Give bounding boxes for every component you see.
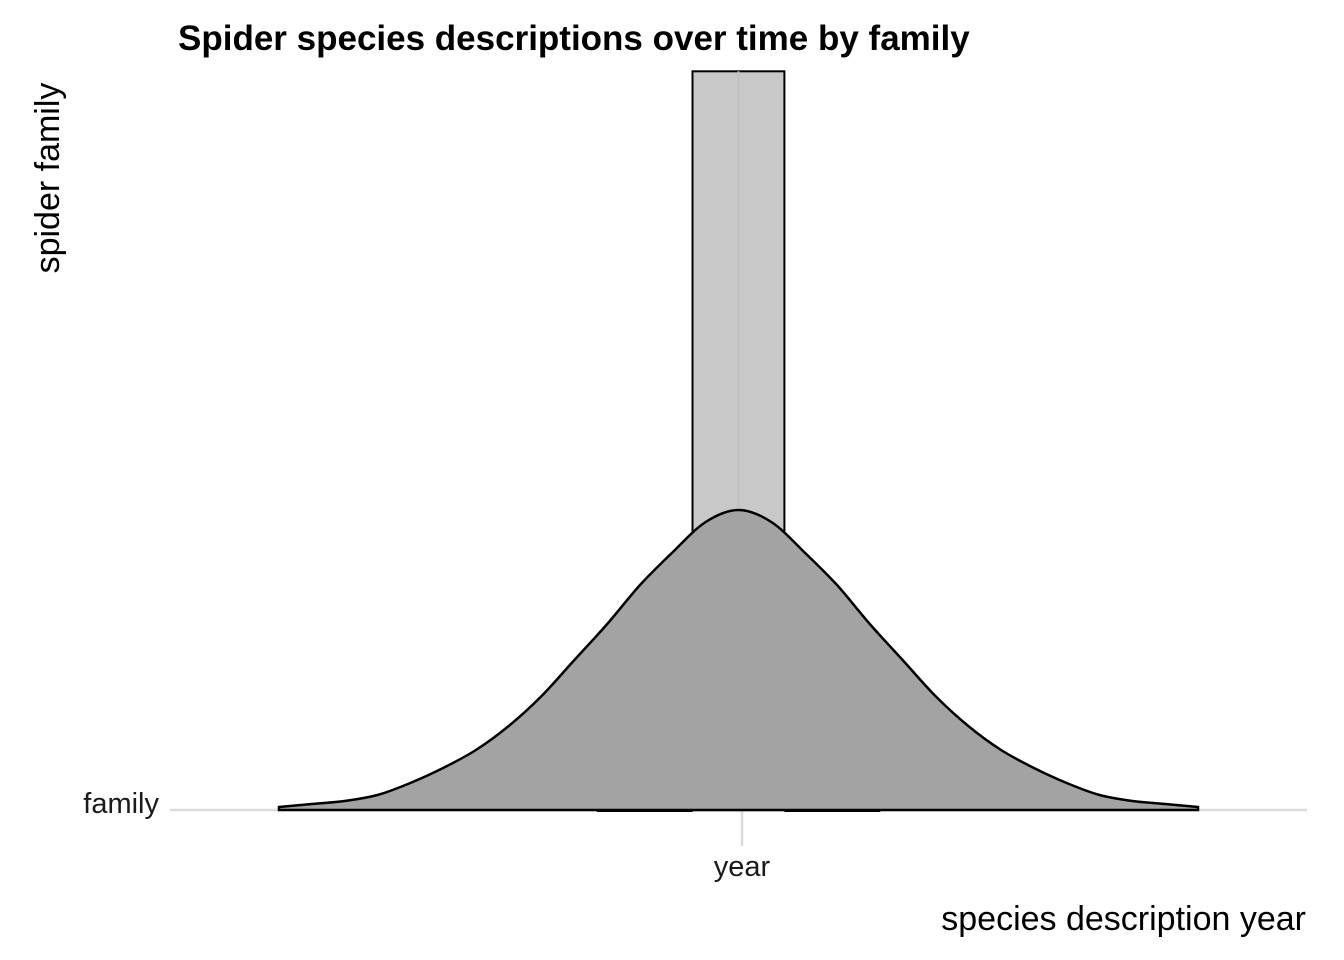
y-axis-title: spider family — [29, 83, 67, 274]
x-tick-label-year: year — [714, 851, 771, 883]
chart-title: Spider species descriptions over time by… — [178, 19, 970, 58]
y-tick-label-family: family — [83, 788, 159, 820]
x-axis-title: species description year — [941, 900, 1306, 938]
density-ridge-family — [277, 508, 1200, 812]
density-layer — [277, 508, 1200, 812]
